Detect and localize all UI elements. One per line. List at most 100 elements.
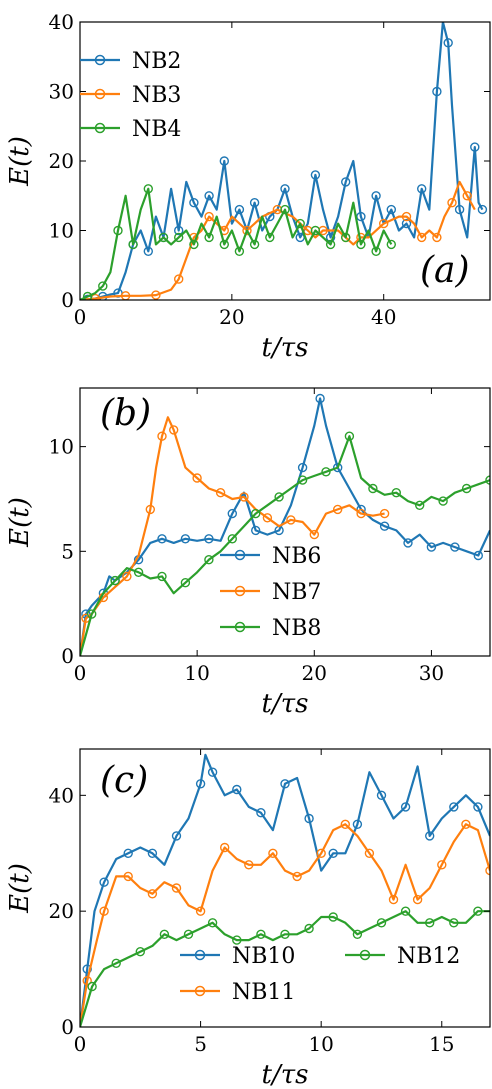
data-point (379, 508, 390, 519)
data-point (356, 508, 366, 519)
y-tick-label: 30 (49, 80, 74, 104)
data-point (171, 831, 182, 841)
data-point (219, 842, 230, 853)
data-point (99, 877, 109, 887)
data-point (292, 871, 302, 882)
data-point (376, 918, 387, 928)
data-point (111, 958, 121, 968)
data-point (256, 808, 266, 818)
data-point (473, 802, 483, 812)
legend-label: NB7 (272, 580, 321, 605)
legend-marker (94, 122, 106, 134)
legend-label: NB8 (272, 616, 321, 641)
data-point (227, 534, 238, 544)
data-point (425, 918, 435, 928)
data-point (368, 483, 378, 494)
y-tick-label: 20 (49, 899, 74, 923)
axes-frame (79, 387, 491, 657)
data-point (219, 239, 230, 250)
data-point (128, 239, 138, 250)
data-point (447, 197, 457, 208)
x-tick-label: 0 (74, 661, 87, 685)
data-point (341, 232, 351, 243)
data-point (204, 211, 214, 222)
y-tick-label: 20 (49, 149, 74, 173)
axes-frame (79, 748, 491, 1028)
data-point (157, 431, 167, 441)
data-point (268, 848, 278, 858)
legend-marker (234, 549, 246, 561)
x-axis-label: t/τs (262, 333, 309, 363)
data-point (315, 393, 325, 404)
data-point (204, 232, 214, 243)
data-point (151, 290, 161, 300)
data-point (415, 500, 425, 510)
data-point (454, 204, 465, 215)
x-tick-label: 0 (74, 305, 87, 329)
data-point (192, 473, 202, 483)
data-point (219, 156, 230, 166)
series-line-NB8 (80, 435, 490, 656)
data-point (371, 191, 381, 201)
data-point (143, 184, 154, 194)
data-point (133, 567, 144, 577)
legend-marker (234, 585, 246, 597)
data-point (147, 848, 158, 858)
data-point (232, 935, 242, 945)
legend-label: NB12 (397, 944, 460, 969)
x-tick-label: 15 (429, 1032, 454, 1056)
data-point (234, 246, 245, 257)
series-line-NB2 (80, 22, 484, 300)
data-point (461, 819, 471, 829)
series-line-NB7 (80, 416, 385, 656)
y-tick-label: 40 (49, 10, 74, 34)
legend-entry-NB3: NB3 (80, 83, 181, 108)
series-line-NB11 (80, 823, 490, 1027)
legend-marker (194, 985, 206, 997)
y-tick-label: 10 (49, 219, 74, 243)
data-point (122, 571, 132, 582)
legend-entry-NB2: NB2 (80, 49, 181, 74)
data-point (82, 976, 92, 986)
data-point (262, 513, 273, 523)
data-point (388, 894, 399, 905)
data-point (333, 504, 343, 515)
data-point (328, 912, 338, 922)
data-point (333, 462, 343, 473)
data-point (274, 492, 284, 502)
legend-label: NB11 (232, 980, 295, 1005)
data-point (352, 819, 363, 829)
legend-entry-NB4: NB4 (80, 117, 181, 142)
x-tick-label: 20 (219, 305, 244, 329)
data-point (195, 906, 206, 916)
data-point (232, 784, 242, 795)
data-point (297, 475, 308, 485)
data-point (189, 239, 199, 250)
data-point (157, 571, 167, 582)
legend-entry-NB7: NB7 (220, 580, 321, 605)
data-point (325, 239, 336, 250)
data-point (310, 170, 321, 180)
data-point (234, 204, 245, 215)
data-point (244, 860, 254, 870)
data-point (401, 211, 412, 222)
panel-2: 0 10 20 30 0 5 10 t/τs E(t) (b) NB6 NB7 NB8 (5, 387, 491, 719)
series-line-NB10 (80, 753, 490, 1027)
data-point (364, 848, 375, 858)
data-point (344, 431, 355, 441)
data-point (173, 225, 184, 236)
data-point (417, 232, 427, 243)
data-point (340, 819, 350, 829)
data-point (310, 225, 321, 236)
series-line-NB12 (80, 910, 490, 1027)
data-point (341, 177, 351, 187)
data-point (280, 204, 290, 215)
data-point (304, 813, 314, 824)
data-point (157, 534, 167, 544)
data-point (443, 38, 453, 48)
data-point (82, 964, 92, 974)
data-point (280, 929, 290, 939)
data-point (432, 86, 442, 97)
data-point (316, 848, 326, 858)
panel-3: 0 5 10 15 0 20 40 t/τs E(t) (c) NB10 NB11 NB12 (5, 748, 491, 1089)
